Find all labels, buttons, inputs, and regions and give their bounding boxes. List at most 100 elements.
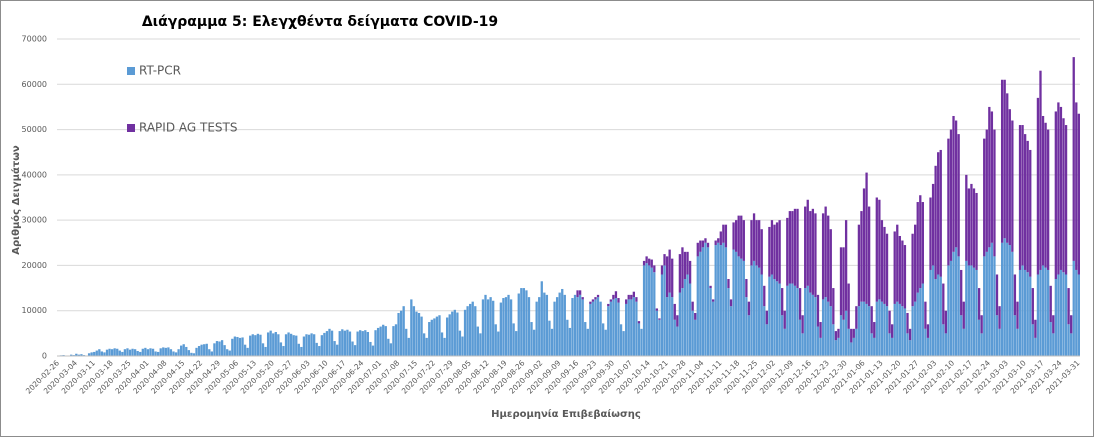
bar-segment bbox=[1021, 265, 1024, 356]
bar-segment bbox=[484, 294, 487, 356]
bar-segment bbox=[1031, 324, 1034, 356]
bar-segment bbox=[627, 294, 630, 300]
bar-segment bbox=[888, 310, 891, 334]
x-axis-label: Ημερομηνία Επιβεβαίωσης bbox=[491, 408, 641, 420]
bar-segment bbox=[916, 292, 919, 356]
bar-segment bbox=[504, 297, 508, 356]
bar-segment bbox=[1062, 272, 1065, 356]
bar-segment bbox=[962, 328, 965, 356]
bar-segment bbox=[361, 331, 364, 356]
bar-segment bbox=[568, 327, 572, 356]
bar-segment bbox=[1052, 333, 1055, 356]
bar-segment bbox=[169, 349, 173, 356]
bar-segment bbox=[445, 317, 449, 356]
bar-segment bbox=[842, 247, 845, 320]
bar-segment bbox=[706, 247, 710, 356]
bar-segment bbox=[914, 301, 917, 356]
bar-segment bbox=[850, 328, 853, 343]
bar-segment bbox=[821, 299, 825, 356]
bar-segment bbox=[1075, 269, 1078, 356]
bar-segment bbox=[903, 308, 907, 356]
bar-segment bbox=[891, 324, 894, 338]
bar-segment bbox=[740, 215, 743, 259]
bar-segment bbox=[420, 316, 423, 356]
bar-segment bbox=[880, 220, 884, 302]
bar-segment bbox=[908, 328, 912, 341]
bar-segment bbox=[249, 335, 252, 356]
bar-segment bbox=[1000, 79, 1004, 243]
bar-segment bbox=[839, 247, 843, 316]
bar-segment bbox=[190, 352, 193, 356]
bar-segment bbox=[686, 274, 689, 356]
bar-segment bbox=[507, 294, 510, 356]
bar-segment bbox=[732, 249, 735, 356]
bar-segment bbox=[195, 347, 198, 356]
bar-segment bbox=[100, 351, 104, 356]
bar-segment bbox=[297, 343, 300, 356]
bar-segment bbox=[975, 192, 978, 270]
bar-segment bbox=[512, 323, 515, 356]
bar-segment bbox=[668, 249, 671, 293]
bar-segment bbox=[637, 323, 641, 356]
bar-segment bbox=[602, 323, 605, 356]
bar-segment bbox=[786, 285, 789, 356]
bar-segment bbox=[977, 319, 981, 356]
bar-segment bbox=[543, 292, 546, 356]
bar-segment bbox=[980, 315, 983, 334]
bar-segment bbox=[873, 322, 876, 338]
bar-segment bbox=[798, 288, 802, 320]
bar-segment bbox=[1077, 113, 1080, 275]
bar-segment bbox=[617, 298, 620, 303]
bar-segment bbox=[929, 269, 932, 356]
bar-segment bbox=[663, 254, 666, 266]
bar-segment bbox=[788, 211, 792, 284]
bar-segment bbox=[277, 334, 280, 356]
bar-segment bbox=[816, 294, 820, 327]
bar-segment bbox=[440, 332, 444, 356]
bar-segment bbox=[867, 306, 871, 356]
bar-segment bbox=[333, 341, 336, 356]
bar-segment bbox=[630, 294, 633, 300]
bar-segment bbox=[673, 303, 676, 320]
bar-segment bbox=[678, 292, 682, 356]
bar-segment bbox=[819, 337, 822, 356]
bar-segment bbox=[576, 297, 579, 356]
bar-segment bbox=[220, 340, 224, 356]
bar-segment bbox=[1044, 267, 1047, 356]
bar-segment bbox=[392, 326, 395, 356]
bar-segment bbox=[645, 263, 648, 356]
bar-segment bbox=[110, 349, 114, 356]
bar-segment bbox=[599, 301, 602, 356]
bar-segment bbox=[681, 247, 684, 289]
bar-segment bbox=[755, 265, 758, 356]
bar-segment bbox=[251, 334, 254, 356]
bar-segment bbox=[241, 337, 244, 356]
bar-segment bbox=[931, 183, 935, 266]
bar-segment bbox=[699, 251, 702, 356]
bar-segment bbox=[1049, 285, 1052, 323]
bar-segment bbox=[814, 213, 817, 298]
bar-segment bbox=[970, 183, 973, 266]
bar-segment bbox=[691, 310, 694, 356]
bar-segment bbox=[422, 333, 426, 356]
bar-segment bbox=[954, 247, 958, 356]
bar-segment bbox=[862, 188, 866, 302]
bar-segment bbox=[916, 202, 919, 293]
bar-segment bbox=[760, 274, 763, 356]
bar-segment bbox=[658, 318, 661, 320]
bar-segment bbox=[965, 260, 968, 356]
bar-segment bbox=[118, 350, 121, 356]
bar-segment bbox=[660, 274, 664, 356]
bar-segment bbox=[857, 306, 861, 356]
bar-segment bbox=[346, 329, 349, 356]
bar-segment bbox=[793, 285, 797, 356]
bar-segment bbox=[453, 309, 456, 356]
bar-segment bbox=[857, 224, 861, 307]
bar-segment bbox=[1054, 279, 1057, 356]
bar-segment bbox=[944, 310, 948, 334]
bar-segment bbox=[862, 301, 866, 356]
bar-segment bbox=[972, 188, 976, 268]
bar-segment bbox=[343, 330, 346, 356]
bar-segment bbox=[1067, 324, 1070, 356]
bar-segment bbox=[238, 337, 242, 356]
